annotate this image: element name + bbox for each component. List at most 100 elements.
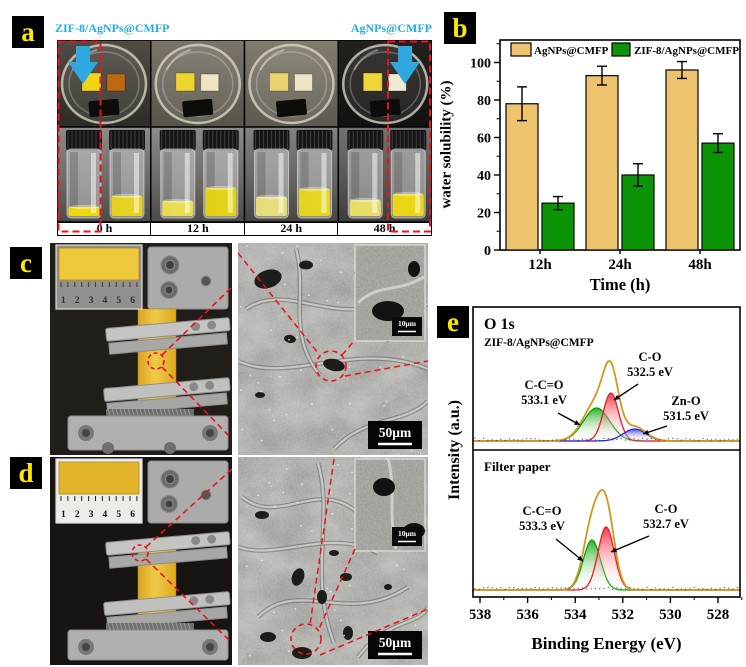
- zoom-connector-line: [344, 360, 428, 377]
- panel-c-letter: c: [10, 247, 42, 279]
- panel-a-annotation-right: AgNPs@CMFP: [350, 21, 432, 35]
- panel-a-annotation-left: ZIF-8/AgNPs@CMFP: [55, 21, 170, 35]
- petri-dish-cell: [57, 40, 152, 127]
- e-xtick-label: 536: [516, 607, 539, 623]
- panel-d-letter: d: [10, 457, 42, 489]
- xps-envelope: [472, 489, 740, 591]
- vial-pair-cell: [243, 127, 339, 222]
- legend-swatch-agnps: [510, 42, 532, 57]
- bar-AgNPs@CMFP-12h: [505, 103, 539, 251]
- b-xtick-label: 12h: [528, 257, 552, 273]
- petri-dish-cell: [337, 40, 432, 127]
- xps-peak-assignment: C-C=O: [524, 378, 563, 392]
- xps-peak-energy: 533.3 eV: [519, 519, 565, 533]
- zoom-connector-line: [341, 339, 356, 356]
- b-ytick-label: 20: [477, 207, 491, 222]
- petri-dish-cell: [243, 40, 339, 127]
- sem-inset: 10μm: [354, 458, 426, 552]
- xps-peak-assignment: C-C=O: [522, 504, 561, 518]
- bar-ZIF-8/AgNPs@CMFP-24h: [621, 174, 655, 251]
- legend-label-zif8: ZIF-8/AgNPs@CMFP: [634, 45, 739, 57]
- tensile-test-photo-d: 1 2 3 4 5 6: [50, 457, 232, 665]
- b-ytick-label: 60: [477, 132, 491, 147]
- b-xtick-label: 48h: [688, 257, 712, 273]
- xps-peak-assignment: C-O: [655, 502, 678, 516]
- ruler-inset: 1 2 3 4 5 6: [55, 244, 143, 310]
- sem-image-c: 10μm 50μm: [238, 243, 428, 455]
- b-ytick-label: 100: [470, 57, 491, 72]
- sem-inset: 10μm: [354, 244, 426, 342]
- xps-peak-energy: 533.1 eV: [521, 393, 567, 407]
- sem-image-d: 10μm 50μm: [238, 457, 428, 665]
- time-label-24h: 24 h: [243, 222, 339, 236]
- panel-b-ylabel: water solubility (%): [438, 80, 455, 209]
- bar-AgNPs@CMFP-24h: [585, 74, 619, 251]
- zoom-connector-line: [309, 458, 335, 626]
- bar-AgNPs@CMFP-48h: [665, 69, 699, 251]
- b-ytick-label: 80: [477, 94, 491, 109]
- water-solubility-bar-chart: 0 20 40 60 80 100 12h 24h 48h Time (h) AgNPs@CMFP Z…: [470, 39, 741, 294]
- sem-inset-scale-label: 10μm: [398, 529, 417, 538]
- e-xtick-label: 528: [707, 607, 730, 623]
- xps-peak-energy: 531.5 eV: [663, 409, 709, 423]
- legend-swatch-zif8: [611, 42, 631, 57]
- legend-label-agnps: AgNPs@CMFP: [534, 45, 609, 57]
- time-label-row: 0 h 12 h 24 h 48 h: [57, 222, 432, 236]
- tensile-test-photo-c: 1 2 3 4 5 6: [50, 243, 232, 455]
- tensile-machine: [147, 246, 229, 310]
- vial-pair-cell: [57, 127, 152, 222]
- time-label-0h: 0 h: [57, 222, 152, 236]
- e-xlabel: Binding Energy (eV): [531, 634, 681, 653]
- e-xtick-label: 534: [564, 607, 587, 623]
- xps-peak-assignment: C-O: [639, 350, 662, 364]
- panel-e-letter: e: [437, 306, 469, 338]
- panel-a-photo-strip: 0 h 12 h 24 h 48 h: [57, 40, 432, 236]
- e-xtick-label: 538: [470, 607, 491, 623]
- e-xtick-label: 532: [612, 607, 635, 623]
- petri-dish-cell: [150, 40, 246, 127]
- e-xtick-label: 530: [659, 607, 682, 623]
- panel-e-ylabel: Intensity (a.u.): [446, 400, 463, 501]
- zoom-connector-line: [317, 548, 356, 632]
- xps-peak-energy: 532.7 eV: [643, 517, 689, 531]
- time-label-12h: 12 h: [150, 222, 246, 236]
- panel-a-letter: a: [12, 16, 44, 48]
- petri-dish-row-photo: [57, 40, 432, 127]
- panel-b-letter: b: [444, 12, 476, 44]
- vial-pair-cell: [150, 127, 246, 222]
- vial-pair-cell: [337, 127, 432, 222]
- bar-ZIF-8/AgNPs@CMFP-48h: [701, 142, 735, 251]
- ruler-numbers: 1 2 3 4 5 6: [61, 296, 135, 306]
- xps-peak-energy: 532.5 eV: [627, 365, 673, 379]
- bar-ZIF-8/AgNPs@CMFP-12h: [541, 202, 575, 251]
- tensile-machine: [147, 460, 229, 524]
- zoom-connector-line: [145, 558, 232, 644]
- xps-sample-bottom: Filter paper: [484, 459, 551, 474]
- zoom-region-circle: [290, 623, 322, 655]
- zoom-connector-line: [238, 252, 319, 354]
- xps-peak-C-O: [472, 393, 740, 441]
- zoom-region-circle: [131, 544, 149, 562]
- time-label-48h: 48 h: [337, 222, 432, 236]
- b-xlabel: Time (h): [590, 275, 651, 294]
- zoom-region-circle: [315, 350, 347, 382]
- b-ytick-label: 40: [477, 169, 491, 184]
- xps-sample-top: ZIF-8/AgNPs@CMFP: [484, 337, 594, 349]
- zoom-connector-line: [161, 286, 232, 356]
- vial-row-photo: [57, 127, 432, 222]
- sem-scale-label: 50μm: [379, 425, 412, 440]
- ruler-numbers: 1 2 3 4 5 6: [61, 510, 135, 520]
- xps-peak-C-O: [472, 527, 740, 590]
- zoom-region-circle: [147, 352, 165, 370]
- xps-title: O 1s: [484, 316, 515, 333]
- sem-scale-chip: 50μm: [368, 631, 422, 659]
- b-xtick-label: 24h: [608, 257, 632, 273]
- xps-envelope: [472, 360, 740, 442]
- ruler-inset: 1 2 3 4 5 6: [55, 458, 143, 524]
- sem-scale-chip: 50μm: [368, 421, 422, 449]
- sem-scale-label: 50μm: [379, 635, 412, 650]
- xps-peak-assignment: Zn-O: [671, 394, 700, 408]
- b-ytick-label: 0: [484, 244, 491, 259]
